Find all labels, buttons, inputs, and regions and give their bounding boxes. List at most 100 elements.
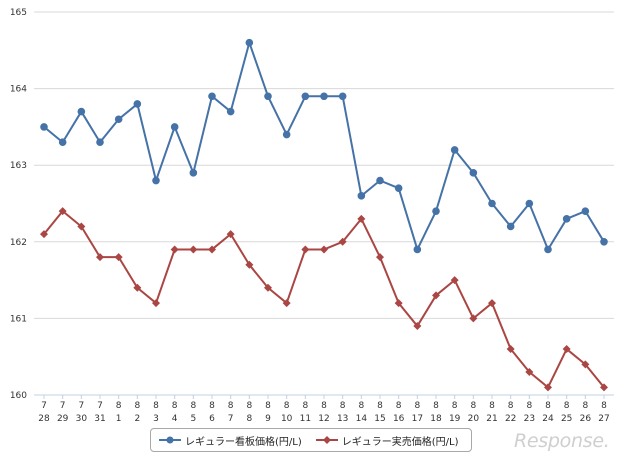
x-tick-label-month: 8	[321, 401, 327, 411]
legend-label-series-1: レギュラー看板価格(円/L)	[185, 436, 302, 448]
x-axis-ticks: 7287297307318182838485868788898108118128…	[38, 395, 610, 424]
x-tick-label-day: 4	[172, 414, 178, 424]
data-point-series-2	[170, 245, 179, 254]
y-tick-label: 165	[10, 8, 27, 18]
watermark-logo: Response.	[514, 430, 610, 452]
data-point-series-2	[133, 283, 142, 292]
x-tick-label-month: 8	[172, 401, 178, 411]
data-point-series-1	[96, 138, 104, 147]
data-point-series-1	[114, 115, 123, 124]
data-point-series-2	[413, 322, 422, 331]
series-line-1	[43, 41, 605, 251]
x-tick-label-day: 16	[393, 414, 405, 424]
data-point-series-2	[58, 207, 67, 216]
y-axis-ticks: 160 161 162 163 164 165	[10, 8, 27, 401]
x-tick-label-day: 6	[209, 414, 215, 424]
x-tick-label-month: 8	[414, 401, 420, 411]
x-tick-label-month: 7	[97, 401, 103, 411]
x-tick-label-day: 13	[337, 414, 348, 424]
x-tick-label-month: 8	[582, 401, 588, 411]
x-tick-label-month: 8	[433, 401, 439, 411]
data-point-series-1	[208, 92, 216, 101]
data-point-series-1	[58, 138, 67, 147]
data-point-series-1	[413, 245, 422, 254]
x-tick-label-day: 25	[561, 414, 572, 424]
data-point-series-2	[488, 299, 496, 308]
data-point-series-1	[226, 107, 235, 116]
data-point-series-2	[432, 291, 440, 300]
legend-marker-diamond-icon	[315, 436, 338, 444]
data-point-series-1	[77, 107, 86, 116]
x-tick-label-day: 21	[486, 414, 497, 424]
x-tick-label-month: 8	[116, 401, 122, 411]
data-point-series-1	[450, 146, 459, 154]
series-group	[40, 38, 608, 392]
x-tick-label-month: 8	[246, 401, 252, 411]
data-point-series-1	[170, 123, 179, 131]
x-tick-label-day: 23	[524, 414, 535, 424]
data-point-series-1	[40, 123, 48, 131]
data-point-series-1	[338, 92, 347, 101]
data-point-series-2	[338, 237, 347, 246]
x-tick-label-day: 31	[94, 414, 105, 424]
x-tick-label-day: 24	[542, 414, 554, 424]
data-point-series-2	[114, 253, 123, 262]
x-tick-label-day: 29	[57, 414, 69, 424]
data-point-series-1	[301, 92, 310, 101]
data-point-series-1	[189, 169, 198, 177]
legend-label-series-2: レギュラー実売価格(円/L)	[341, 436, 459, 448]
y-tick-label: 160	[10, 391, 27, 401]
x-tick-label-day: 2	[134, 414, 140, 424]
data-point-series-2	[469, 314, 478, 323]
data-point-series-2	[189, 245, 198, 254]
data-point-series-1	[152, 176, 160, 185]
x-tick-label-day: 14	[356, 414, 368, 424]
x-tick-label-day: 9	[265, 414, 271, 424]
data-point-series-2	[320, 245, 328, 254]
x-tick-label-day: 11	[300, 414, 311, 424]
data-point-series-1	[581, 207, 590, 215]
data-point-series-2	[450, 276, 459, 285]
x-tick-label-day: 15	[374, 414, 385, 424]
x-tick-label-month: 8	[564, 401, 570, 411]
data-point-series-2	[245, 260, 254, 269]
x-tick-label-month: 8	[358, 401, 364, 411]
x-tick-label-month: 8	[452, 401, 458, 411]
data-point-series-2	[226, 230, 235, 239]
data-point-series-1	[432, 207, 440, 215]
data-point-series-1	[245, 38, 254, 47]
x-tick-label-day: 20	[468, 414, 480, 424]
x-tick-label-day: 3	[153, 414, 159, 424]
data-point-series-1	[488, 199, 496, 208]
legend-item-series-1: レギュラー看板価格(円/L)	[159, 433, 302, 448]
data-point-series-2	[394, 299, 403, 308]
legend-item-series-2: レギュラー実売価格(円/L)	[315, 433, 459, 448]
data-point-series-1	[133, 100, 142, 108]
data-point-series-2	[562, 345, 571, 354]
x-tick-label-month: 8	[377, 401, 383, 411]
data-point-series-1	[469, 169, 478, 177]
data-point-series-2	[77, 222, 86, 231]
data-point-series-2	[208, 245, 216, 254]
x-tick-label-day: 30	[76, 414, 88, 424]
x-tick-label-day: 5	[190, 414, 196, 424]
x-tick-label-month: 8	[302, 401, 308, 411]
x-tick-label-month: 7	[78, 401, 84, 411]
data-point-series-1	[525, 199, 534, 208]
x-tick-label-month: 8	[265, 401, 271, 411]
data-point-series-2	[581, 360, 590, 369]
x-tick-label-day: 8	[246, 414, 252, 424]
x-tick-label-day: 22	[505, 414, 516, 424]
x-tick-label-month: 7	[60, 401, 66, 411]
data-point-series-2	[152, 299, 160, 308]
x-tick-label-day: 19	[449, 414, 461, 424]
x-tick-label-day: 7	[228, 414, 234, 424]
x-tick-label-day: 10	[281, 414, 293, 424]
x-tick-label-month: 8	[489, 401, 495, 411]
data-point-series-1	[394, 184, 403, 192]
data-point-series-2	[264, 283, 272, 292]
x-tick-label-month: 8	[153, 401, 159, 411]
x-tick-label-day: 26	[580, 414, 592, 424]
data-point-series-2	[525, 368, 534, 377]
